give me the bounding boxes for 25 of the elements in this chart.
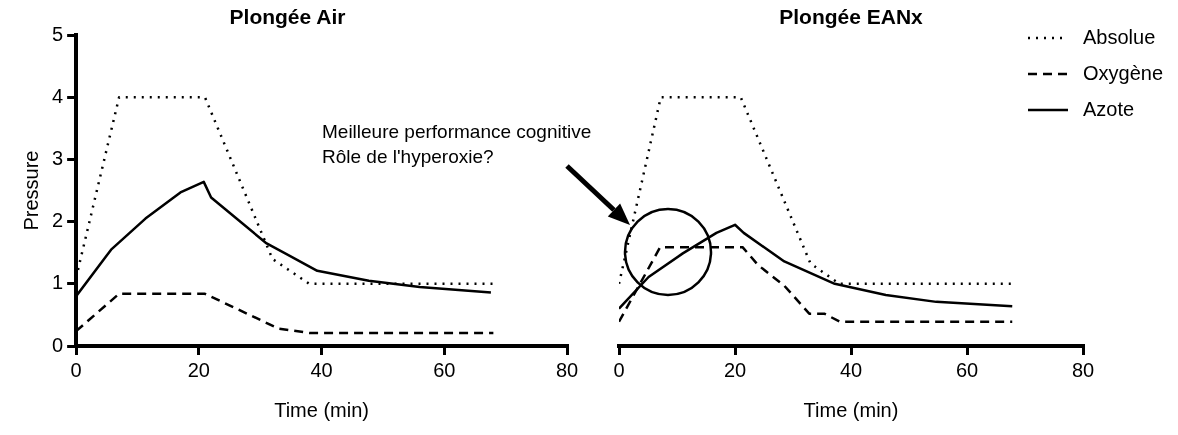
x-tick-label: 0 xyxy=(613,358,625,381)
y-tick-label: 1 xyxy=(52,271,64,294)
legend-label: Azote xyxy=(1083,97,1135,120)
x-tick-label: 40 xyxy=(839,358,863,381)
x-tick-label: 20 xyxy=(723,358,747,381)
x-tick-label: 20 xyxy=(187,358,210,381)
x-tick-label: 80 xyxy=(1071,358,1095,381)
chart-title: Plongée Air xyxy=(229,5,346,29)
x-tick-label: 80 xyxy=(555,358,579,381)
x-tick-label: 40 xyxy=(310,358,333,381)
x-axis-title: Time (min) xyxy=(274,398,369,421)
y-tick-label: 4 xyxy=(52,84,64,107)
y-tick-label: 2 xyxy=(52,209,64,232)
annotation: Meilleure performance cognitive Rôle de l'hyperoxie? xyxy=(322,120,592,169)
y-tick-label: 3 xyxy=(52,147,64,170)
x-tick-label: 0 xyxy=(70,358,82,381)
legend-label: Absolue xyxy=(1083,25,1156,48)
x-axis-title: Time (min) xyxy=(803,398,899,421)
y-tick-label: 5 xyxy=(52,22,64,45)
x-tick-label: 60 xyxy=(433,358,456,381)
chart-title: Plongée EANx xyxy=(779,5,924,29)
x-tick-label: 60 xyxy=(955,358,979,381)
legend-label: Oxygène xyxy=(1083,61,1164,84)
y-tick-label: 0 xyxy=(52,333,64,356)
y-axis-title: Pressure xyxy=(19,150,42,231)
